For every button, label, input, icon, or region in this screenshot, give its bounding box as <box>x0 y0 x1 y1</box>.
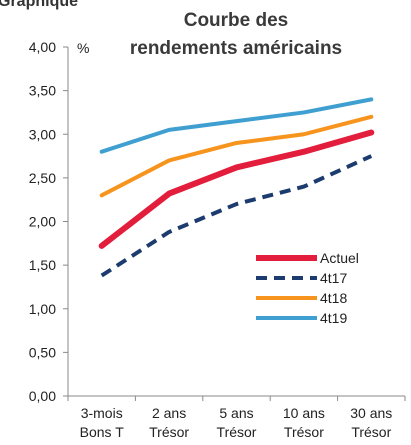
x-tick-label: 2 ans <box>152 405 186 421</box>
x-tick-label: Trésor <box>351 424 391 440</box>
x-tick-label: Trésor <box>217 424 257 440</box>
series-line-4t17 <box>100 154 373 278</box>
x-tick-label: 5 ans <box>219 405 253 421</box>
y-tick-label: 2,50 <box>29 170 56 186</box>
legend-label-4t18: 4t18 <box>320 290 347 306</box>
legend: Actuel 4t17 4t18 4t19 <box>256 250 359 326</box>
legend-label-4t17: 4t17 <box>320 270 347 286</box>
legend-label-4t19: 4t19 <box>320 310 347 326</box>
series-line-4t18 <box>99 114 374 198</box>
y-tick-label: 0,50 <box>29 344 56 360</box>
chart-title-line-2: rendements américains <box>130 38 342 59</box>
series-line-4t19 <box>99 97 374 154</box>
header-fragment: Graphique <box>0 0 78 10</box>
y-axis-unit-label: % <box>77 40 89 56</box>
x-tick-label: 3-mois <box>81 405 123 421</box>
y-tick-label: 1,50 <box>29 257 56 273</box>
x-tick-label: Trésor <box>149 424 189 440</box>
y-tick-label: 3,00 <box>29 126 56 142</box>
x-tick-label: 30 ans <box>350 405 392 421</box>
y-tick-label: 1,00 <box>29 301 56 317</box>
y-tick-label: 3,50 <box>29 83 56 99</box>
x-tick-label: 10 ans <box>283 405 325 421</box>
series-line-actuel <box>98 129 375 249</box>
chart-title-line-1: Courbe des <box>184 10 289 31</box>
y-tick-label: 0,00 <box>29 388 56 404</box>
x-tick-label: Bons T <box>80 424 125 440</box>
x-tick-label: Trésor <box>284 424 324 440</box>
y-tick-label: 4,00 <box>29 39 56 55</box>
legend-label-actuel: Actuel <box>320 250 359 266</box>
plot-area: 0,00 0,50 1,00 1,50 2,00 2,50 3,00 3,50 4,00 3-mo… <box>29 39 406 440</box>
y-tick-label: 2,00 <box>29 214 56 230</box>
